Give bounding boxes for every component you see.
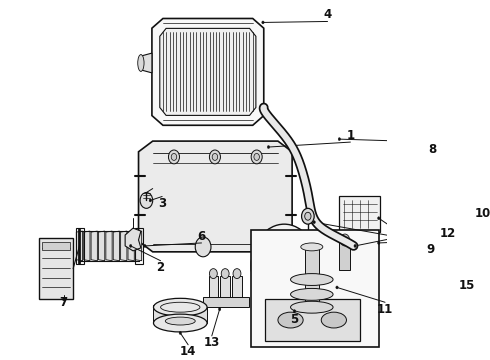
Bar bbox=[203, 297, 249, 307]
Ellipse shape bbox=[278, 312, 303, 328]
Circle shape bbox=[336, 286, 338, 289]
Circle shape bbox=[318, 264, 337, 287]
Bar bbox=[305, 248, 319, 302]
Circle shape bbox=[140, 193, 153, 208]
Bar bbox=[42, 242, 70, 250]
Polygon shape bbox=[125, 228, 141, 251]
Circle shape bbox=[301, 208, 314, 224]
Text: 2: 2 bbox=[156, 261, 165, 274]
Circle shape bbox=[310, 246, 325, 266]
Circle shape bbox=[340, 234, 349, 246]
Bar bbox=[251, 230, 379, 347]
Text: 10: 10 bbox=[475, 207, 490, 220]
Polygon shape bbox=[91, 231, 98, 261]
Polygon shape bbox=[141, 53, 152, 73]
Text: 7: 7 bbox=[60, 296, 68, 309]
Circle shape bbox=[63, 298, 65, 301]
Circle shape bbox=[294, 310, 295, 312]
Ellipse shape bbox=[291, 301, 333, 313]
Circle shape bbox=[313, 221, 316, 224]
Circle shape bbox=[354, 244, 356, 247]
Circle shape bbox=[378, 242, 380, 244]
Text: 13: 13 bbox=[204, 336, 220, 349]
Bar bbox=[232, 275, 242, 297]
Bar bbox=[266, 299, 360, 341]
Circle shape bbox=[338, 138, 341, 141]
Circle shape bbox=[212, 153, 218, 161]
Ellipse shape bbox=[138, 55, 144, 71]
Circle shape bbox=[144, 244, 146, 247]
Ellipse shape bbox=[291, 288, 333, 300]
Circle shape bbox=[268, 145, 270, 149]
Text: 9: 9 bbox=[427, 243, 435, 256]
Text: 6: 6 bbox=[197, 230, 206, 243]
Circle shape bbox=[129, 244, 132, 247]
Text: 4: 4 bbox=[323, 8, 332, 21]
Text: 11: 11 bbox=[377, 303, 393, 316]
Circle shape bbox=[233, 269, 241, 279]
Circle shape bbox=[209, 150, 220, 164]
Bar bbox=[340, 242, 350, 270]
Polygon shape bbox=[160, 28, 256, 116]
Circle shape bbox=[171, 153, 177, 161]
Polygon shape bbox=[106, 231, 112, 261]
Circle shape bbox=[305, 212, 311, 220]
Ellipse shape bbox=[291, 274, 333, 285]
Bar bbox=[135, 228, 143, 264]
Ellipse shape bbox=[301, 243, 323, 251]
Circle shape bbox=[219, 308, 221, 311]
Circle shape bbox=[169, 150, 179, 164]
Ellipse shape bbox=[165, 317, 195, 325]
Polygon shape bbox=[76, 231, 83, 261]
Text: 8: 8 bbox=[428, 143, 437, 156]
Polygon shape bbox=[152, 18, 264, 125]
Circle shape bbox=[378, 217, 380, 220]
Polygon shape bbox=[135, 231, 142, 261]
Circle shape bbox=[262, 21, 264, 24]
Circle shape bbox=[251, 150, 262, 164]
Text: 1: 1 bbox=[346, 129, 354, 142]
Text: 12: 12 bbox=[440, 226, 456, 239]
Text: 3: 3 bbox=[158, 197, 166, 210]
Circle shape bbox=[195, 237, 211, 257]
Bar bbox=[340, 197, 380, 232]
Bar bbox=[220, 275, 230, 297]
Text: 15: 15 bbox=[459, 279, 475, 292]
Polygon shape bbox=[128, 231, 134, 261]
Bar bbox=[39, 238, 73, 299]
Ellipse shape bbox=[153, 298, 207, 316]
Polygon shape bbox=[139, 141, 292, 252]
Circle shape bbox=[179, 332, 181, 334]
Circle shape bbox=[254, 153, 259, 161]
Ellipse shape bbox=[321, 312, 346, 328]
Bar bbox=[153, 305, 207, 323]
Ellipse shape bbox=[153, 314, 207, 332]
Bar bbox=[209, 275, 218, 297]
Circle shape bbox=[251, 224, 318, 307]
Polygon shape bbox=[98, 231, 105, 261]
Circle shape bbox=[149, 199, 151, 202]
Circle shape bbox=[221, 269, 229, 279]
Circle shape bbox=[209, 269, 217, 279]
Polygon shape bbox=[84, 231, 90, 261]
Polygon shape bbox=[121, 231, 127, 261]
Text: 14: 14 bbox=[180, 345, 196, 358]
Text: 5: 5 bbox=[291, 312, 298, 325]
Polygon shape bbox=[113, 231, 120, 261]
Bar bbox=[76, 228, 84, 264]
